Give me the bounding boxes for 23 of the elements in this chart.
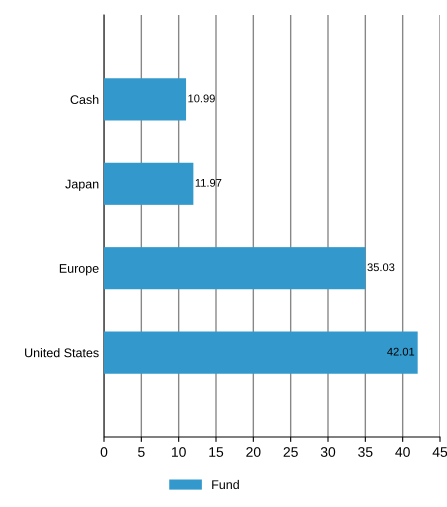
legend-label: Fund	[212, 480, 239, 490]
x-tick-label: 35	[358, 447, 372, 457]
x-tick-label: 25	[284, 447, 298, 457]
y-tick-label: Cash	[70, 94, 98, 104]
bar	[104, 78, 186, 120]
x-tick-label: 15	[209, 447, 224, 457]
x-tick-label: 40	[395, 447, 410, 457]
x-tick-label: 30	[320, 447, 336, 457]
y-tick-label: United States	[25, 348, 99, 358]
x-tick-label: 5	[138, 447, 145, 457]
bar	[104, 162, 194, 205]
bar	[104, 247, 366, 290]
data-label: 35.03	[367, 263, 394, 272]
data-label: 10.99	[188, 94, 215, 102]
data-label: 11.97	[196, 178, 222, 187]
y-tick-label: Japan	[65, 180, 98, 191]
x-tick-label: 0	[100, 447, 108, 457]
x-tick-label: 20	[246, 447, 261, 457]
x-tick-label: 45	[432, 447, 447, 457]
data-label: 42.01	[387, 348, 414, 356]
y-tick-label: Europe	[60, 264, 99, 276]
x-tick-label: 10	[172, 447, 186, 457]
bar	[104, 332, 418, 374]
